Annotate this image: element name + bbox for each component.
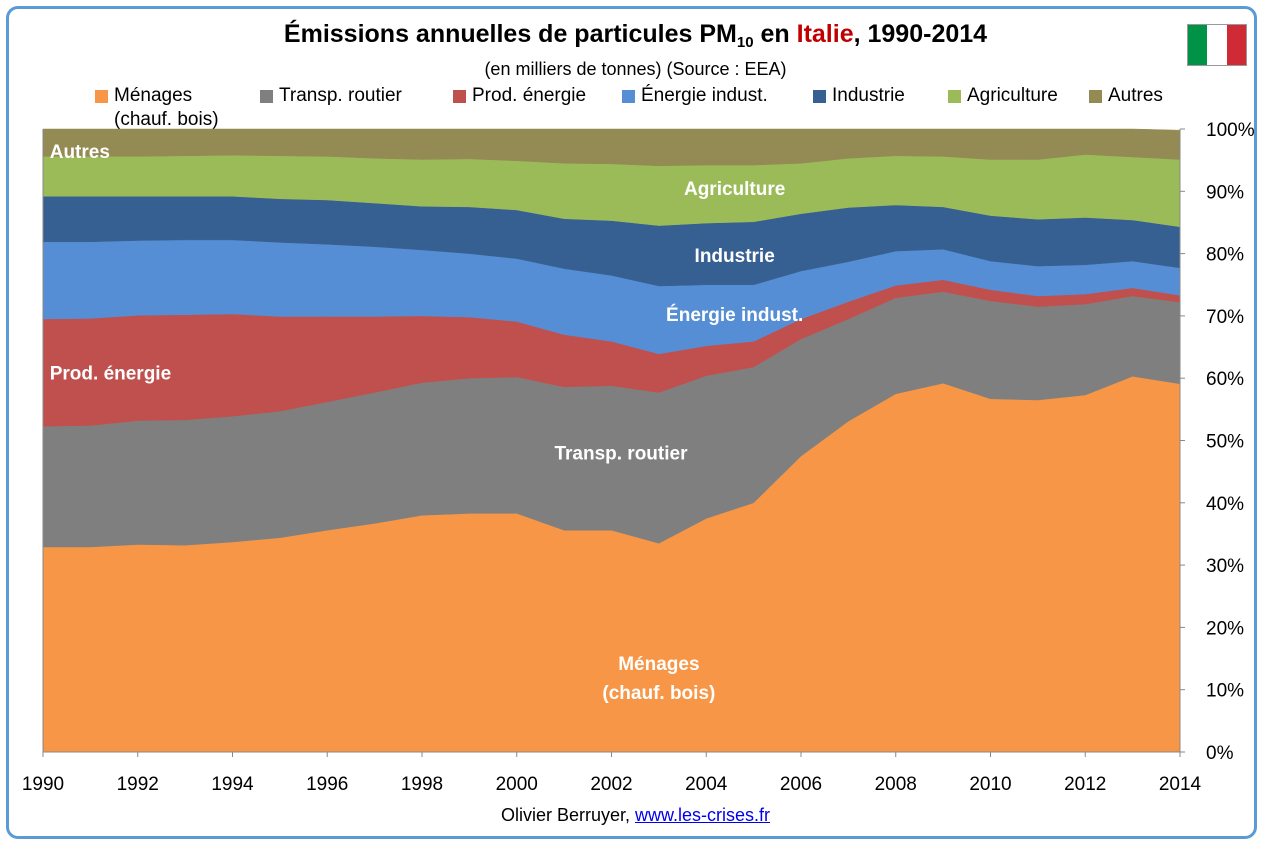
flag-stripe-green bbox=[1188, 25, 1208, 65]
legend-label: Énergie indust. bbox=[641, 85, 768, 106]
area-label: Agriculture bbox=[684, 179, 785, 200]
legend-label: Ménages (chauf. bois) bbox=[114, 85, 219, 130]
x-tick-label: 2002 bbox=[590, 774, 632, 795]
y-tick-label: 80% bbox=[1206, 245, 1244, 266]
legend-swatch bbox=[948, 90, 961, 103]
x-tick-label: 2014 bbox=[1159, 774, 1202, 795]
flag-stripe-white bbox=[1207, 25, 1227, 65]
y-tick-label: 100% bbox=[1206, 120, 1255, 141]
legend-swatch bbox=[622, 90, 635, 103]
area-label: Prod. énergie bbox=[50, 364, 171, 385]
chart-subtitle: (en milliers de tonnes) (Source : EEA) bbox=[484, 59, 787, 79]
flag-stripe-red bbox=[1226, 25, 1246, 65]
chart-title: Émissions annuelles de particules PM10 e… bbox=[283, 20, 988, 51]
legend-label: Prod. énergie bbox=[472, 85, 587, 106]
area-label: Industrie bbox=[695, 246, 775, 267]
y-tick-label: 50% bbox=[1206, 432, 1244, 453]
y-tick-label: 20% bbox=[1206, 618, 1244, 639]
x-tick-label: 1992 bbox=[117, 774, 159, 795]
y-tick-label: 10% bbox=[1206, 681, 1244, 702]
area-label: Ménages (chauf. bois) bbox=[602, 654, 715, 704]
x-tick-label: 2012 bbox=[1064, 774, 1106, 795]
area-label: Autres bbox=[50, 142, 110, 163]
legend-label: Autres bbox=[1108, 85, 1163, 106]
legend-label: Transp. routier bbox=[279, 85, 402, 106]
area-label: Énergie indust. bbox=[666, 304, 803, 326]
area-label: Transp. routier bbox=[554, 444, 688, 465]
x-tick-label: 2004 bbox=[685, 774, 728, 795]
y-tick-label: 70% bbox=[1206, 307, 1244, 328]
x-tick-label: 1996 bbox=[306, 774, 348, 795]
legend-label: Agriculture bbox=[967, 85, 1058, 106]
legend-label: Industrie bbox=[832, 85, 905, 106]
italy-flag-icon bbox=[1187, 24, 1247, 66]
y-tick-label: 60% bbox=[1206, 369, 1244, 390]
x-tick-label: 2000 bbox=[496, 774, 538, 795]
y-tick-label: 90% bbox=[1206, 182, 1244, 203]
x-tick-label: 2010 bbox=[969, 774, 1011, 795]
legend-swatch bbox=[1089, 90, 1102, 103]
x-tick-label: 1990 bbox=[22, 774, 64, 795]
y-tick-label: 0% bbox=[1206, 743, 1234, 764]
website-link[interactable]: www.les-crises.fr bbox=[635, 805, 771, 825]
y-tick-label: 40% bbox=[1206, 494, 1244, 515]
x-tick-label: 1994 bbox=[211, 774, 254, 795]
chart-footer: Olivier Berruyer, www.les-crises.fr bbox=[500, 805, 771, 825]
legend-swatch bbox=[95, 90, 108, 103]
x-tick-label: 2006 bbox=[780, 774, 822, 795]
x-tick-label: 1998 bbox=[401, 774, 443, 795]
legend-swatch bbox=[260, 90, 273, 103]
y-tick-label: 30% bbox=[1206, 556, 1244, 577]
x-tick-label: 2008 bbox=[875, 774, 917, 795]
legend-swatch bbox=[453, 90, 466, 103]
legend-swatch bbox=[813, 90, 826, 103]
